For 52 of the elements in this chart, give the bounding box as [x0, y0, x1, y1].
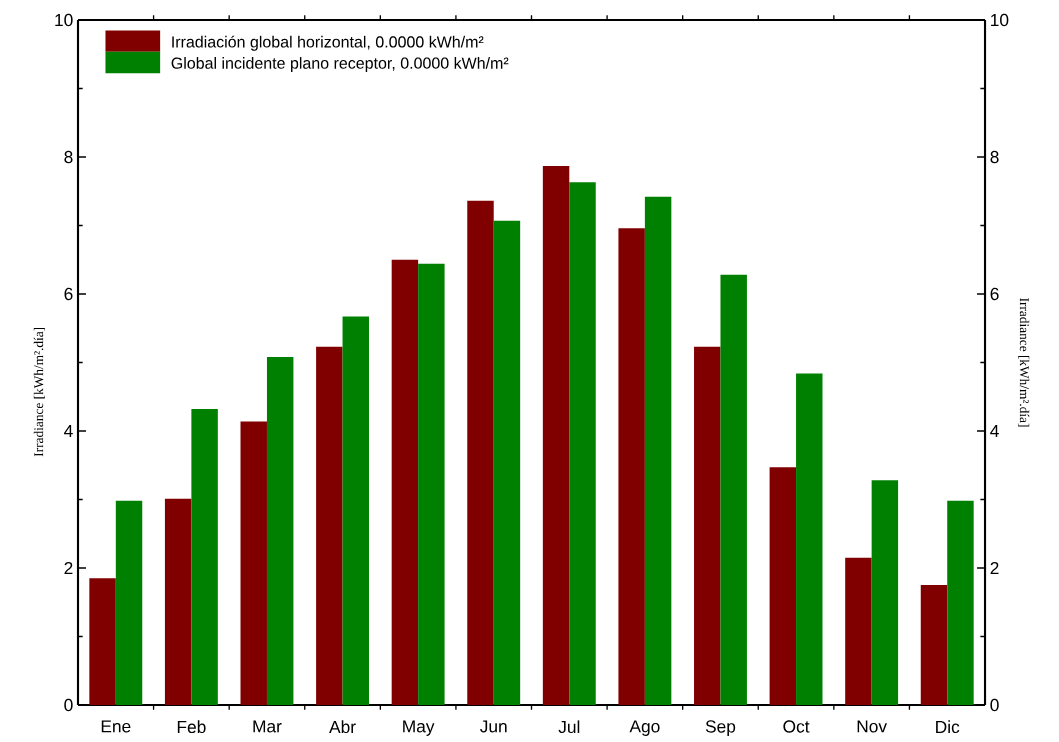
bar	[542, 165, 570, 705]
bar	[191, 409, 218, 705]
bar	[569, 182, 596, 705]
y-axis-title: Irradiance [kWh/m².día]	[33, 327, 45, 457]
bar	[769, 467, 797, 705]
bar	[342, 316, 369, 705]
bar	[720, 274, 747, 705]
y2-tick-label: 0	[990, 698, 999, 712]
bar	[493, 220, 521, 705]
bar	[467, 200, 494, 705]
bar	[871, 480, 899, 705]
x-tick-label: Jul	[558, 720, 580, 734]
bar	[920, 585, 948, 705]
y2-tick-label: 2	[990, 561, 999, 575]
bar	[947, 500, 974, 705]
y2-tick-label: 10	[991, 13, 1009, 27]
x-tick-label: Nov	[857, 720, 887, 733]
bar	[316, 346, 343, 705]
x-tick-label: Ene	[101, 720, 131, 733]
bar	[89, 578, 116, 705]
bar	[796, 373, 823, 705]
bar	[644, 196, 672, 705]
bar	[240, 421, 267, 705]
y-tick-label: 6	[64, 287, 73, 301]
bar	[845, 557, 872, 705]
y-tick-label: 4	[64, 425, 73, 437]
y2-tick-label: 4	[990, 425, 999, 437]
y2-tick-label: 6	[990, 287, 999, 301]
y-tick-label: 10	[55, 13, 73, 27]
legend-label: Global incidente plano receptor, 0.0000 kWh/m²	[171, 57, 509, 72]
bar	[618, 228, 645, 705]
x-tick-label: Sep	[705, 720, 736, 737]
x-tick-label: Feb	[177, 720, 206, 734]
x-tick-label: Jun	[480, 720, 507, 733]
x-tick-label: Oct	[783, 720, 810, 733]
x-tick-label: Abr	[329, 720, 356, 734]
legend-label: Irradiación global horizontal, 0.0000 kWh/m²	[172, 35, 484, 51]
bar	[694, 346, 721, 705]
x-tick-label: Ago	[629, 720, 660, 736]
bar	[164, 498, 192, 705]
x-tick-label: Mar	[253, 720, 282, 733]
bar	[115, 500, 143, 705]
y2-axis-title: Irradiance [kWh/m².día]	[1018, 298, 1030, 427]
bar	[266, 357, 294, 705]
y-tick-label: 0	[64, 698, 73, 712]
x-tick-label: May	[403, 720, 435, 736]
x-tick-label: Dic	[936, 720, 960, 734]
bar	[391, 259, 419, 705]
y-tick-label: 2	[64, 561, 73, 575]
y2-tick-label: 8	[990, 150, 999, 164]
bar	[418, 263, 445, 705]
y-tick-label: 8	[64, 150, 73, 164]
